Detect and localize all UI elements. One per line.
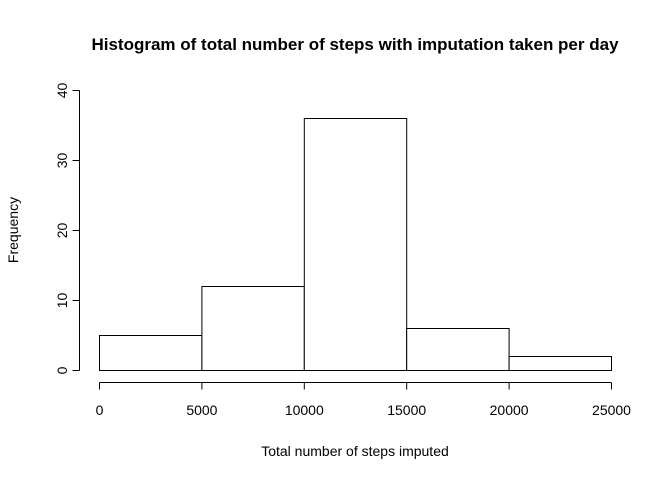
x-tick-label-0: 0	[96, 402, 104, 418]
x-axis: 0 5000 10000 15000 20000 25000	[96, 382, 631, 418]
y-tick-label-1: 10	[54, 293, 70, 309]
histogram-bar-1	[201, 286, 305, 371]
bars-layer	[99, 118, 613, 371]
histogram-bar-3	[406, 328, 510, 371]
x-axis-label: Total number of steps imputed	[261, 443, 449, 459]
x-tick-label-2: 10000	[285, 402, 324, 418]
x-tick-label-3: 15000	[387, 402, 426, 418]
y-tick-label-0: 0	[54, 366, 70, 374]
x-tick-label-1: 5000	[186, 402, 217, 418]
histogram-bar-0	[99, 335, 203, 371]
x-tick-label-5: 25000	[592, 402, 631, 418]
x-tick-label-4: 20000	[490, 402, 529, 418]
chart-title: Histogram of total number of steps with …	[91, 35, 619, 54]
histogram-bar-4	[508, 356, 613, 371]
y-tick-label-3: 30	[54, 153, 70, 169]
y-tick-label-4: 40	[54, 83, 70, 99]
y-axis-label: Frequency	[5, 197, 21, 263]
y-axis: 0 10 20 30 40	[54, 83, 80, 374]
y-tick-label-2: 20	[54, 223, 70, 239]
histogram-bar-2	[303, 118, 408, 371]
